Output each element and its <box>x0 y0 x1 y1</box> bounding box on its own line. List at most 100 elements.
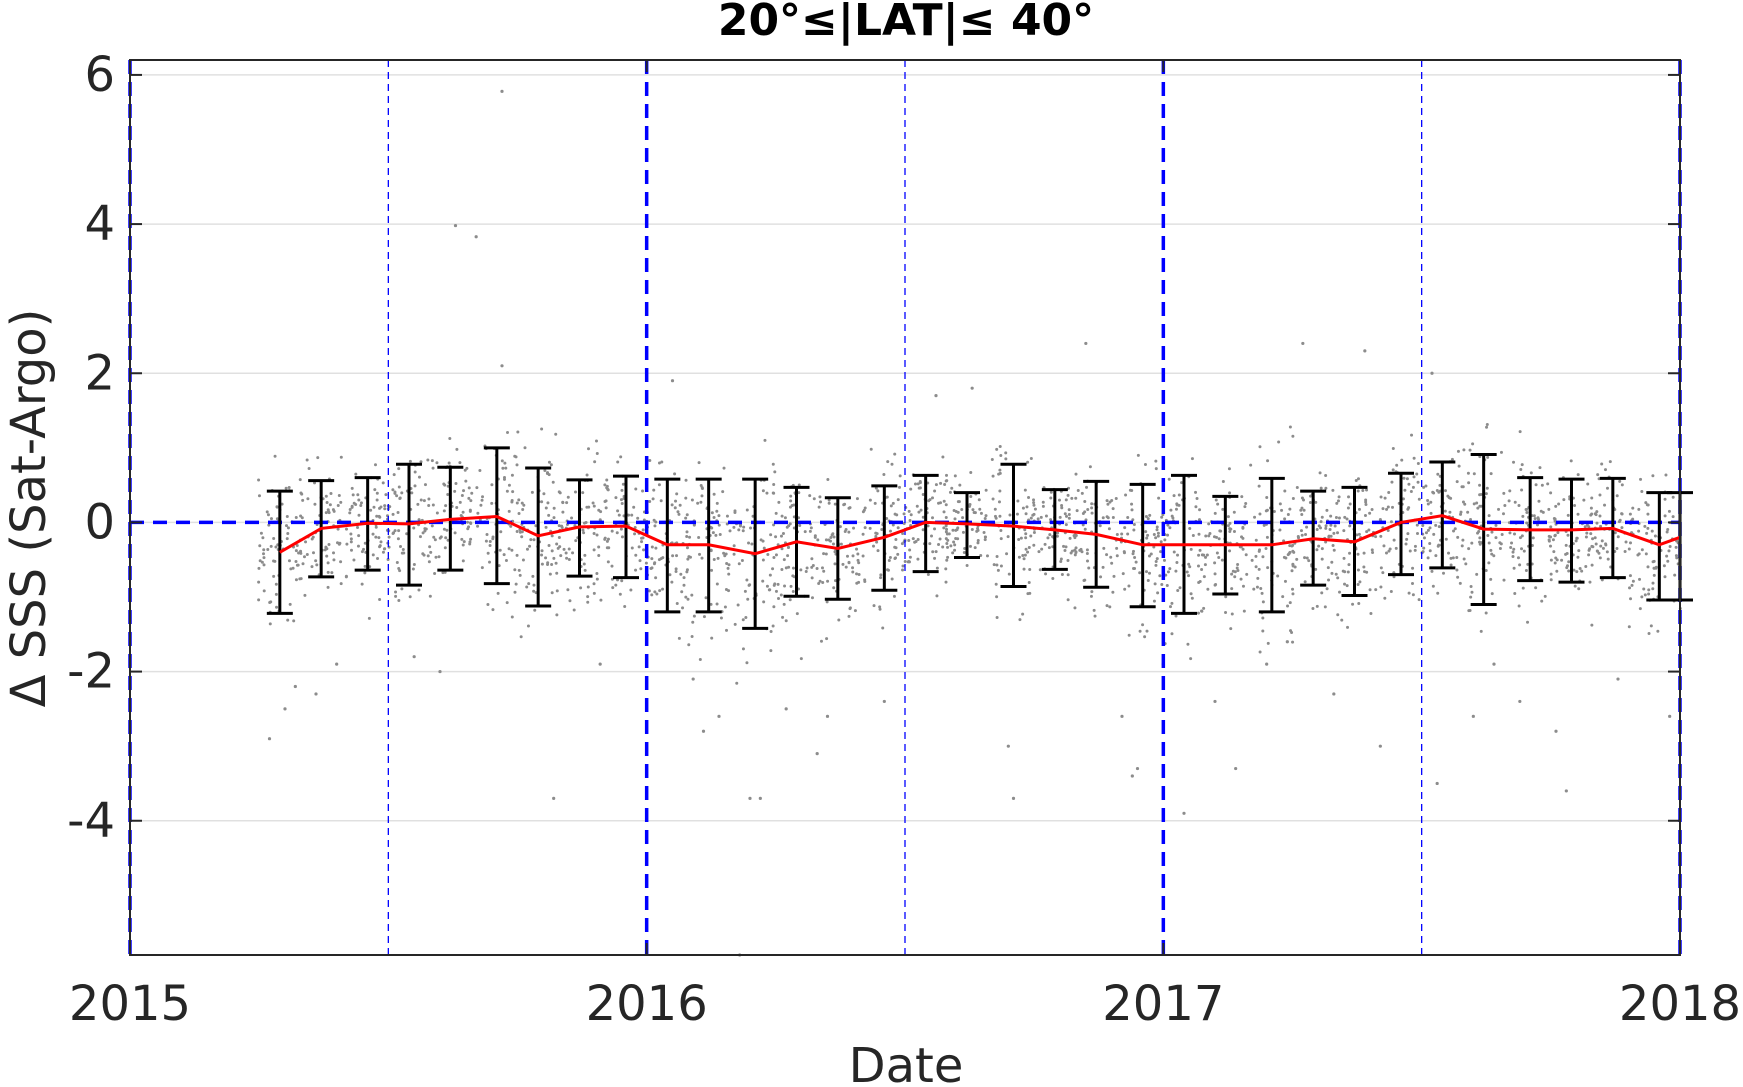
scatter-point <box>935 566 939 570</box>
scatter-point <box>1521 514 1525 518</box>
scatter-point <box>395 494 399 498</box>
scatter-point <box>685 513 689 517</box>
scatter-point <box>507 509 511 513</box>
scatter-point <box>1154 467 1158 471</box>
scatter-point <box>1202 606 1206 610</box>
scatter-point <box>737 528 741 532</box>
scatter-point <box>943 483 947 487</box>
scatter-point <box>1127 633 1131 637</box>
scatter-point <box>675 601 679 605</box>
scatter-point <box>302 555 306 559</box>
scatter-point <box>1520 488 1524 492</box>
scatter-point-outlier <box>1182 811 1186 815</box>
scatter-point <box>856 552 860 556</box>
scatter-point <box>1637 529 1641 533</box>
scatter-point <box>1169 605 1173 609</box>
scatter-point <box>1369 612 1373 616</box>
scatter-point <box>413 470 417 474</box>
scatter-point <box>1430 569 1434 573</box>
scatter-point <box>1443 489 1447 493</box>
scatter-point <box>1590 512 1594 516</box>
scatter-point <box>855 497 859 501</box>
scatter-point <box>1175 560 1179 564</box>
scatter-point <box>583 553 587 557</box>
scatter-point <box>399 545 403 549</box>
scatter-point <box>1134 560 1138 564</box>
scatter-point <box>1470 541 1474 545</box>
scatter-point <box>1401 497 1405 501</box>
scatter-point <box>1008 513 1012 517</box>
scatter-point <box>1381 571 1385 575</box>
scatter-point <box>1083 527 1087 531</box>
scatter-point <box>1127 584 1131 588</box>
scatter-point <box>1572 568 1576 572</box>
scatter-point <box>1144 515 1148 519</box>
scatter-point <box>681 606 685 610</box>
scatter-point <box>776 596 780 600</box>
scatter-point <box>1261 629 1265 633</box>
scatter-point <box>1172 494 1176 498</box>
scatter-point <box>812 497 816 501</box>
scatter-point <box>1560 558 1564 562</box>
scatter-point <box>1004 451 1008 455</box>
scatter-point <box>1356 552 1360 556</box>
scatter-point <box>517 568 521 572</box>
scatter-point <box>1416 461 1420 465</box>
scatter-point <box>464 479 468 483</box>
scatter-point <box>1265 495 1269 499</box>
scatter-point <box>630 513 634 517</box>
scatter-point <box>1507 499 1511 503</box>
scatter-point <box>946 555 950 559</box>
scatter-point <box>1620 483 1624 487</box>
scatter-point <box>258 544 262 548</box>
scatter-point <box>1442 571 1446 575</box>
scatter-point <box>1555 569 1559 573</box>
scatter-point <box>286 618 290 622</box>
scatter-point <box>592 548 596 552</box>
scatter-point <box>476 511 480 515</box>
scatter-point <box>1358 580 1362 584</box>
scatter-point <box>880 527 884 531</box>
scatter-point <box>1604 542 1608 546</box>
scatter-point <box>1594 513 1598 517</box>
scatter-point <box>1261 555 1265 559</box>
scatter-point <box>1148 554 1152 558</box>
scatter-point <box>1177 493 1181 497</box>
scatter-point <box>741 647 745 651</box>
scatter-point <box>1642 587 1646 591</box>
scatter-point <box>1413 544 1417 548</box>
scatter-point <box>1087 566 1091 570</box>
scatter-point <box>1145 536 1149 540</box>
scatter-point <box>292 619 296 623</box>
scatter-point <box>1443 509 1447 513</box>
scatter-point <box>446 538 450 542</box>
scatter-point <box>499 530 503 534</box>
scatter-point <box>1489 548 1493 552</box>
scatter-point <box>469 521 473 525</box>
scatter-point <box>1446 494 1450 498</box>
scatter-point <box>1404 542 1408 546</box>
scatter-point <box>400 491 404 495</box>
scatter-point <box>1039 515 1043 519</box>
scatter-point <box>1016 499 1020 503</box>
scatter-point <box>417 518 421 522</box>
scatter-point <box>629 588 633 592</box>
scatter-point <box>1101 516 1105 520</box>
scatter-point <box>1111 590 1115 594</box>
scatter-point <box>745 578 749 582</box>
scatter-point <box>1426 502 1430 506</box>
scatter-point <box>1063 512 1067 516</box>
scatter-point <box>1028 568 1032 572</box>
scatter-point <box>1656 629 1660 633</box>
scatter-point <box>773 470 777 474</box>
scatter-point <box>690 593 694 597</box>
scatter-point <box>1148 513 1152 517</box>
scatter-point <box>1389 520 1393 524</box>
scatter-point <box>287 559 291 563</box>
scatter-point <box>908 548 912 552</box>
scatter-point <box>485 533 489 537</box>
scatter-point <box>652 488 656 492</box>
scatter-point <box>824 552 828 556</box>
scatter-point <box>690 498 694 502</box>
scatter-point <box>960 508 964 512</box>
